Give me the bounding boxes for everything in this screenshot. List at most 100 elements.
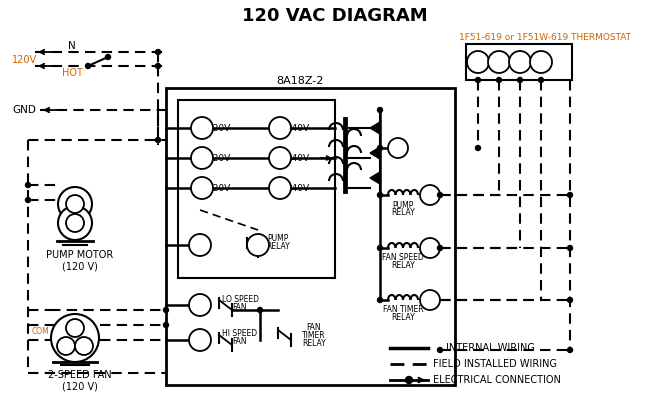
Text: 240V: 240V (287, 153, 310, 163)
Circle shape (155, 49, 161, 54)
Circle shape (467, 51, 489, 73)
Text: PUMP MOTOR
(120 V): PUMP MOTOR (120 V) (46, 250, 114, 272)
Text: HI SPEED: HI SPEED (222, 329, 257, 339)
Text: HI: HI (87, 337, 95, 347)
Circle shape (58, 187, 92, 221)
Text: RELAY: RELAY (302, 339, 326, 349)
Circle shape (438, 347, 442, 352)
Text: 120V: 120V (208, 184, 232, 192)
Text: 120 VAC DIAGRAM: 120 VAC DIAGRAM (242, 7, 428, 25)
Text: FAN TIMER: FAN TIMER (383, 305, 423, 315)
Text: PUMP: PUMP (267, 233, 289, 243)
Circle shape (191, 177, 213, 199)
Circle shape (269, 117, 291, 139)
Circle shape (476, 78, 480, 83)
Text: 1F51-619 or 1F51W-619 THERMOSTAT: 1F51-619 or 1F51W-619 THERMOSTAT (459, 33, 631, 41)
Circle shape (567, 297, 572, 303)
Text: R: R (394, 143, 402, 153)
Text: HI: HI (195, 335, 205, 345)
Circle shape (163, 308, 168, 313)
Circle shape (420, 238, 440, 258)
Circle shape (567, 192, 572, 197)
Text: R: R (474, 57, 482, 67)
Circle shape (163, 323, 168, 328)
Text: GND: GND (12, 105, 36, 115)
Circle shape (530, 51, 552, 73)
Circle shape (86, 64, 90, 68)
Text: W: W (424, 190, 436, 200)
Text: N: N (198, 123, 206, 133)
Circle shape (496, 78, 502, 83)
Text: 120V: 120V (12, 55, 37, 65)
Text: FIELD INSTALLED WIRING: FIELD INSTALLED WIRING (433, 359, 557, 369)
Text: N: N (68, 41, 76, 51)
Bar (178, 100, 335, 278)
Text: FAN SPEED: FAN SPEED (382, 253, 424, 262)
Bar (466, 44, 572, 80)
Text: FAN: FAN (232, 303, 247, 311)
Text: Y: Y (426, 243, 434, 253)
Polygon shape (370, 122, 380, 134)
Circle shape (488, 51, 510, 73)
Circle shape (66, 195, 84, 213)
Circle shape (269, 147, 291, 169)
Text: 8A18Z-2: 8A18Z-2 (276, 76, 324, 86)
Circle shape (567, 246, 572, 251)
Circle shape (57, 337, 75, 355)
Circle shape (377, 145, 383, 150)
Circle shape (388, 138, 408, 158)
Text: HOT: HOT (62, 68, 82, 78)
Circle shape (476, 145, 480, 150)
Circle shape (438, 246, 442, 251)
Polygon shape (370, 172, 380, 184)
Circle shape (75, 337, 93, 355)
Text: 120V: 120V (208, 124, 232, 132)
Text: RELAY: RELAY (391, 313, 415, 321)
Circle shape (539, 78, 543, 83)
Circle shape (405, 377, 413, 383)
Text: L0: L0 (194, 300, 206, 310)
Circle shape (567, 347, 572, 352)
Circle shape (66, 214, 84, 232)
Circle shape (438, 192, 442, 197)
Circle shape (509, 51, 531, 73)
Circle shape (155, 64, 161, 68)
Circle shape (25, 183, 31, 187)
Text: 240V: 240V (287, 124, 310, 132)
Circle shape (420, 290, 440, 310)
Text: TIMER: TIMER (302, 331, 326, 341)
Circle shape (189, 234, 211, 256)
Text: COM: COM (31, 328, 49, 336)
Text: LO SPEED: LO SPEED (222, 295, 259, 303)
Text: 120V: 120V (208, 153, 232, 163)
Text: G: G (425, 295, 435, 305)
Circle shape (105, 54, 111, 59)
Text: W: W (493, 57, 505, 67)
Circle shape (377, 108, 383, 112)
Circle shape (25, 197, 31, 202)
Text: RELAY: RELAY (391, 261, 415, 269)
Circle shape (191, 147, 213, 169)
Circle shape (247, 234, 269, 256)
Circle shape (377, 297, 383, 303)
Text: F2: F2 (196, 183, 208, 193)
Text: LO: LO (54, 337, 64, 347)
Circle shape (51, 314, 99, 362)
Circle shape (377, 246, 383, 251)
Text: Y: Y (516, 57, 524, 67)
Circle shape (189, 294, 211, 316)
Text: P1: P1 (252, 240, 264, 250)
Text: RELAY: RELAY (266, 241, 290, 251)
Circle shape (66, 319, 84, 337)
Text: FAN: FAN (307, 323, 322, 333)
Circle shape (191, 117, 213, 139)
Text: 2-SPEED FAN
(120 V): 2-SPEED FAN (120 V) (48, 370, 112, 392)
Text: RELAY: RELAY (391, 207, 415, 217)
Circle shape (189, 329, 211, 351)
Text: ELECTRICAL CONNECTION: ELECTRICAL CONNECTION (433, 375, 561, 385)
Text: FAN: FAN (232, 337, 247, 347)
Polygon shape (370, 147, 380, 159)
Text: 240V: 240V (287, 184, 310, 192)
Circle shape (420, 185, 440, 205)
Text: PUMP: PUMP (393, 201, 413, 210)
